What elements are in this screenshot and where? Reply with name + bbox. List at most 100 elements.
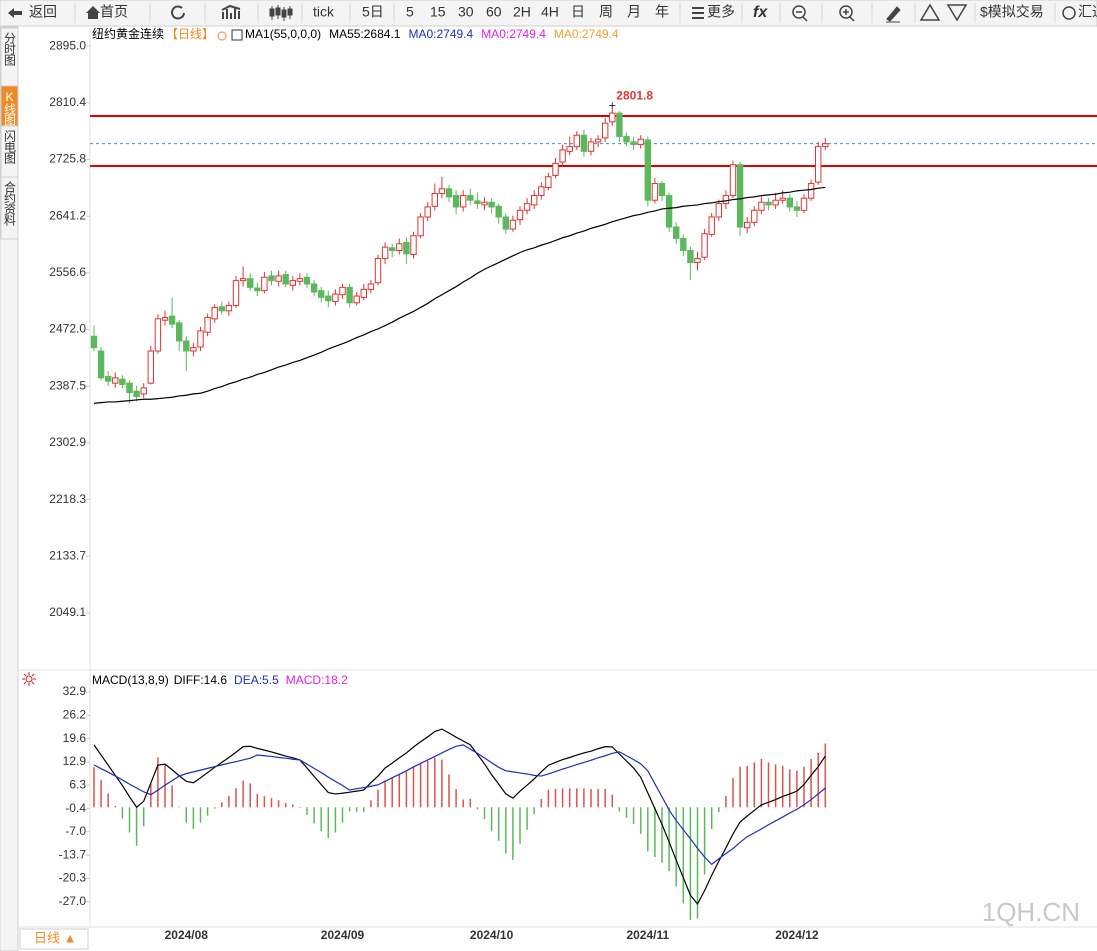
macd-bar — [476, 807, 479, 810]
candle-body — [800, 197, 808, 211]
toolbar-button[interactable]: 返回 — [29, 4, 57, 20]
copyright-icon[interactable] — [1062, 6, 1076, 20]
y-tick-label: 2641.2 — [49, 208, 86, 222]
candle-body — [772, 199, 779, 206]
bottom-tab[interactable]: 日线 ▲ — [34, 930, 76, 945]
macd-bar — [405, 771, 408, 808]
candle-body — [438, 188, 446, 195]
candle-body — [495, 205, 502, 218]
macd-bar — [576, 788, 578, 808]
candle-body — [140, 387, 147, 395]
candle-body — [289, 280, 297, 286]
sidebar-tab[interactable] — [0, 176, 19, 240]
sidebar-tab-label[interactable]: 分时图 — [3, 32, 17, 66]
triangle-down-icon[interactable] — [946, 4, 968, 22]
toolbar-button[interactable]: 更多 — [707, 4, 735, 20]
triangle-up-icon[interactable] — [919, 3, 941, 21]
zoom-in-icon[interactable] — [839, 5, 853, 19]
macd-bar — [505, 807, 507, 854]
candle-body — [211, 306, 218, 320]
y-tick-label: 2810.4 — [49, 95, 86, 109]
candle-body — [367, 283, 375, 290]
macd-bar — [718, 807, 720, 813]
x-tick-label: 2024/11 — [626, 928, 669, 942]
toolbar-button[interactable]: 日 — [571, 4, 585, 20]
macd-bar — [171, 785, 173, 808]
toolbar-button[interactable]: 2H — [513, 4, 531, 20]
toolbar-button[interactable]: $模拟交易 — [980, 4, 1044, 20]
y-tick-label: 2387.5 — [49, 378, 86, 392]
macd-bar — [746, 765, 748, 808]
macd-bar — [221, 802, 223, 808]
x-tick-label: 2024/08 — [165, 928, 209, 942]
candle-body — [509, 219, 517, 230]
macd-bar — [100, 779, 102, 808]
candle-body — [708, 216, 715, 235]
macd-bar — [327, 807, 330, 839]
macd-bar — [590, 789, 592, 808]
toolbar-button[interactable]: 15 — [430, 4, 446, 20]
macd-bar — [391, 777, 393, 808]
candle-body — [360, 288, 368, 298]
macd-bar — [398, 774, 401, 808]
toolbar-button[interactable]: tick — [313, 4, 335, 20]
pen-icon[interactable] — [886, 6, 901, 23]
macd-bar — [419, 763, 422, 808]
macd-bar — [767, 762, 770, 808]
menu-icon[interactable] — [692, 7, 704, 19]
macd-bar — [192, 807, 195, 829]
period-label: 【日线】 — [166, 27, 214, 41]
macd-bar — [760, 758, 763, 808]
macd-bar — [732, 777, 734, 808]
sidebar-tab-label[interactable]: K线图 — [3, 90, 17, 126]
chart-icon[interactable] — [221, 4, 241, 19]
bottom-tab-bg[interactable] — [19, 928, 89, 950]
back-icon[interactable] — [8, 8, 22, 18]
toolbar-button[interactable]: 30 — [458, 4, 474, 20]
toolbar-button[interactable]: 首页 — [100, 4, 128, 20]
candle-body — [396, 243, 403, 251]
candle-body — [523, 203, 531, 211]
candle-body — [701, 233, 708, 258]
ma-icon — [231, 29, 243, 41]
macd-bar — [448, 774, 450, 808]
y-tick-label: -0.4 — [65, 801, 86, 815]
sidebar-bg — [0, 26, 19, 951]
toolbar-button[interactable]: 月 — [627, 4, 641, 20]
y-tick-label: -27.0 — [59, 894, 87, 908]
y-tick-label: -7.0 — [65, 824, 86, 838]
candle-body — [325, 295, 332, 302]
macd-bar — [490, 807, 493, 832]
toolbar-button[interactable]: 4H — [541, 4, 559, 20]
sidebar-tab-label[interactable]: 闪电图 — [3, 130, 17, 164]
toolbar-button[interactable]: 5 — [406, 4, 414, 20]
toolbar-button[interactable]: 汇通 — [1078, 4, 1097, 20]
toolbar-button[interactable]: 60 — [486, 4, 502, 20]
macd-bar — [512, 807, 514, 860]
macd-bar — [817, 752, 819, 808]
macd-bar — [710, 807, 713, 829]
candle-icon[interactable] — [269, 5, 293, 21]
zoom-out-icon[interactable] — [792, 5, 806, 19]
toolbar-button[interactable]: 5日 — [362, 4, 384, 20]
refresh-icon[interactable] — [171, 5, 185, 20]
toolbar-button[interactable]: 周 — [599, 4, 613, 20]
candle-body — [310, 283, 318, 293]
macd-bar — [810, 758, 812, 808]
candle-body — [431, 193, 439, 207]
zoom-out-mark — [796, 11, 808, 22]
macd-bar — [639, 807, 642, 834]
home-icon[interactable] — [86, 6, 100, 19]
macd-bar — [334, 807, 337, 833]
macd-bar — [384, 780, 386, 808]
macd-bar — [725, 796, 727, 808]
candle-body — [765, 201, 772, 206]
toolbar-button[interactable]: 年 — [655, 4, 669, 20]
macd-bar — [235, 788, 237, 808]
macd-bar — [739, 766, 741, 808]
toolbar-button[interactable]: fx — [753, 4, 768, 21]
candle-body — [239, 278, 247, 282]
sidebar-tab-label[interactable]: 合约资料 — [3, 180, 17, 226]
macd-bar — [242, 780, 244, 808]
